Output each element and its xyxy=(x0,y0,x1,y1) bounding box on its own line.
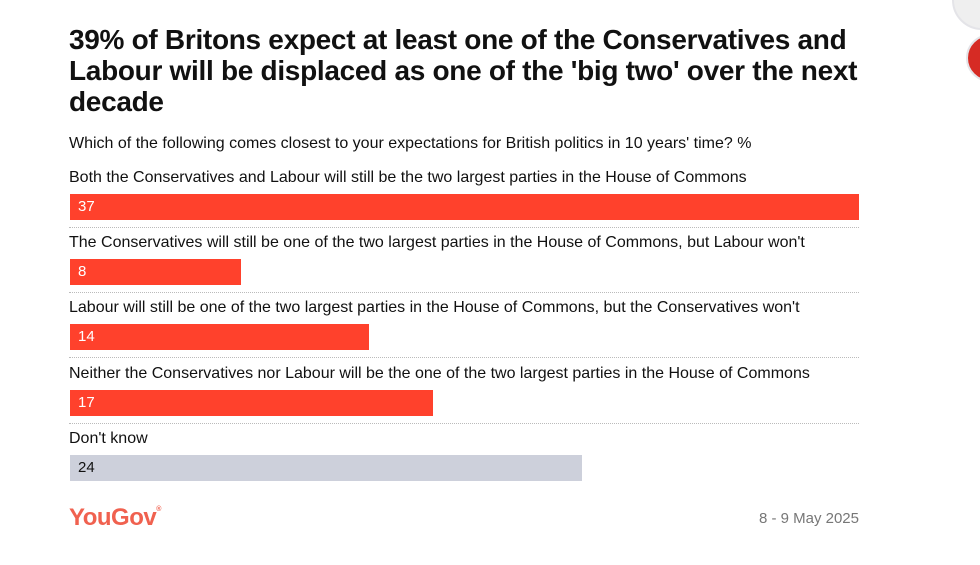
value-label: 14 xyxy=(78,328,95,346)
row-divider xyxy=(69,422,859,424)
category-label: Both the Conservatives and Labour will s… xyxy=(69,169,747,186)
value-label: 24 xyxy=(78,458,95,476)
bar: 17 xyxy=(70,389,433,416)
row-divider xyxy=(69,227,859,228)
red-circle-icon[interactable] xyxy=(966,34,980,82)
value-label: 37 xyxy=(78,198,95,215)
bar-row: The Conservatives will still be one of t… xyxy=(69,233,859,294)
bar-row: Labour will still be one of the two larg… xyxy=(69,298,859,359)
value-label: 17 xyxy=(78,393,95,411)
bar: 24 xyxy=(70,454,582,481)
chart-subtitle: Which of the following comes closest to … xyxy=(69,135,752,152)
category-label: Don't know xyxy=(69,429,148,447)
grey-circle-icon[interactable] xyxy=(952,0,980,30)
category-label: Neither the Conservatives nor Labour wil… xyxy=(69,364,810,382)
bar: 37 xyxy=(70,194,859,220)
chart-title: 39% of Britons expect at least one of th… xyxy=(69,24,858,117)
yougov-logo: YouGov® xyxy=(69,504,161,531)
bar: 14 xyxy=(70,324,369,351)
bar-row: Neither the Conservatives nor Labour wil… xyxy=(69,364,859,424)
bar: 8 xyxy=(70,259,241,286)
category-label: The Conservatives will still be one of t… xyxy=(69,234,805,252)
bar-row: Don't know 24 xyxy=(69,429,859,481)
value-label: 8 xyxy=(78,263,87,281)
row-divider xyxy=(69,292,859,294)
row-divider xyxy=(69,357,859,359)
bar-row: Both the Conservatives and Labour will s… xyxy=(69,168,859,228)
survey-date: 8 - 9 May 2025 xyxy=(758,510,859,527)
category-label: Labour will still be one of the two larg… xyxy=(69,299,800,317)
